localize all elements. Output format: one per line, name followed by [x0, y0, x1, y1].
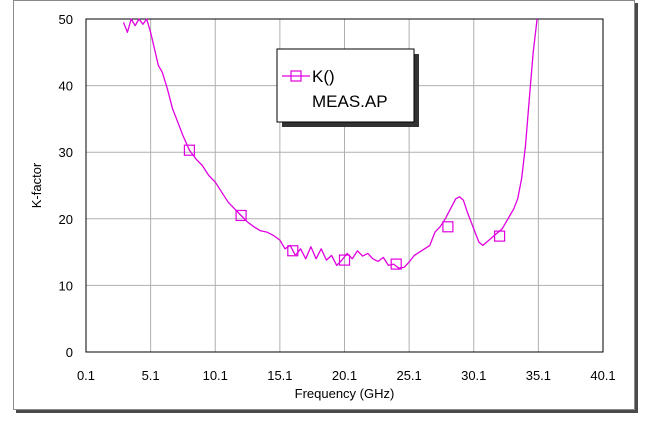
series-marker [390, 258, 402, 270]
series-k [122, 18, 538, 270]
x-tick-label: 10.1 [203, 368, 228, 383]
x-tick-label: 15.1 [267, 368, 292, 383]
series-marker [338, 254, 351, 266]
legend-entry-1: MEAS.AP [312, 92, 388, 111]
x-tick-label: 25.1 [396, 368, 421, 383]
legend-entry-0: K() [312, 67, 335, 86]
legend-box [276, 48, 415, 123]
x-tick-label: 30.1 [461, 368, 486, 383]
x-tick-label: 5.1 [142, 368, 160, 383]
series-marker [183, 144, 195, 156]
y-tick-label: 0 [66, 345, 73, 360]
y-tick-label: 10 [59, 278, 73, 293]
x-tick-label: 40.1 [590, 368, 615, 383]
legend: K() MEAS.AP [276, 48, 419, 127]
x-axis-label: Frequency (GHz) [295, 386, 395, 401]
y-tick-label: 20 [59, 212, 73, 227]
y-tick-label: 50 [59, 12, 73, 27]
legend-marker-sample [290, 70, 302, 82]
y-axis-label: K-factor [29, 162, 44, 208]
series-marker [235, 209, 247, 222]
y-tick-label: 30 [59, 145, 73, 160]
plot-area-border [85, 18, 604, 353]
x-tick-label: 0.1 [77, 368, 95, 383]
x-tick-label: 20.1 [332, 368, 357, 383]
y-tick-label: 40 [59, 79, 73, 94]
x-tick-label: 35.1 [526, 368, 551, 383]
series-marker [494, 230, 506, 242]
axis-ticks: 0.1 5.1 10.1 15.1 20.1 25.1 30.1 35.1 40.1 0 10 20 3… [59, 12, 616, 383]
series-marker [287, 245, 299, 257]
series-marker [442, 221, 454, 233]
grid [86, 19, 603, 352]
series-line-k [122, 18, 538, 269]
